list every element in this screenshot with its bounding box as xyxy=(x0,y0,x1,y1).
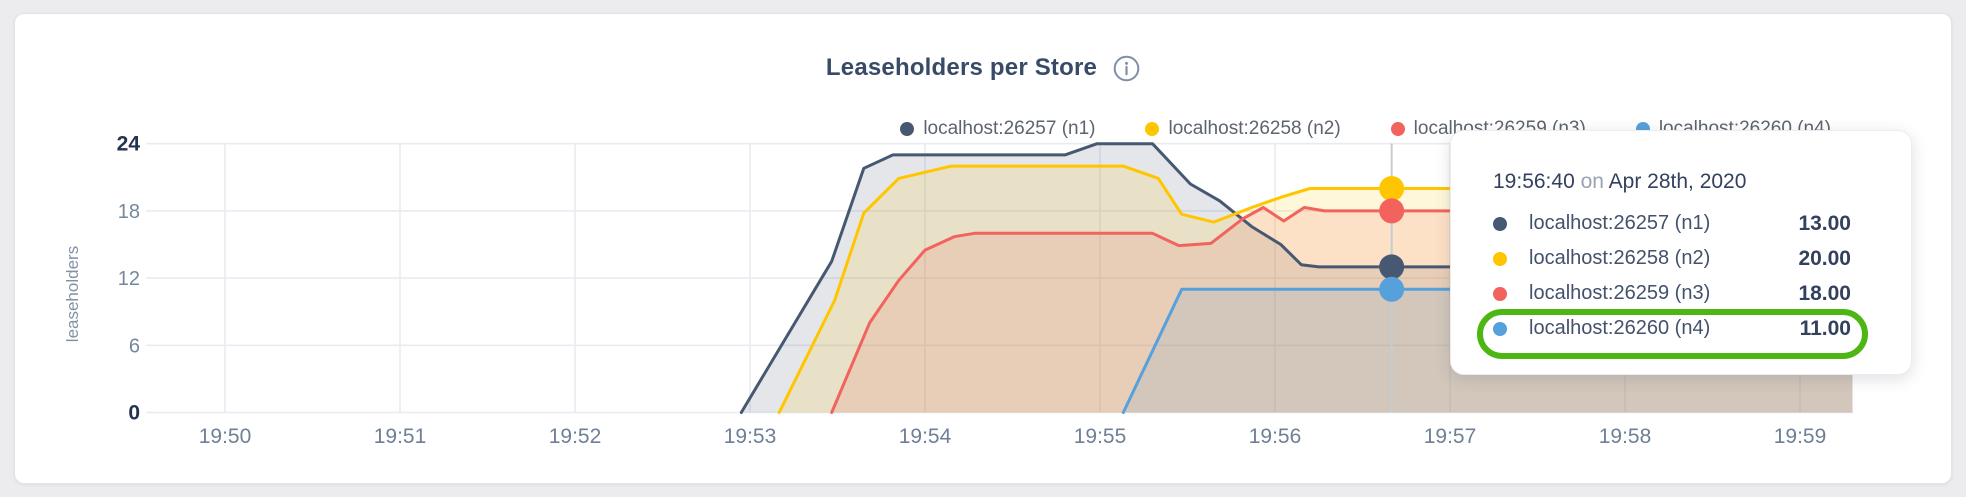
legend-item-n2: localhost:26258 (n2) xyxy=(1145,118,1341,140)
legend-label: localhost:26257 (n1) xyxy=(923,118,1096,139)
series-dot-n3 xyxy=(1390,122,1405,136)
y-axis-label: leaseholders xyxy=(63,245,82,343)
tooltip-series-value: 20.00 xyxy=(1798,246,1851,270)
tooltip-series-value: 11.00 xyxy=(1799,316,1851,340)
series-dot-n2 xyxy=(1145,122,1160,136)
legend-item-n1: localhost:26257 (n1) xyxy=(900,118,1095,140)
tooltip-rows: localhost:26257 (n1) 13.00 localhost:262… xyxy=(1451,206,1911,346)
tooltip-row-n4: localhost:26260 (n4) 11.00 xyxy=(1451,311,1911,346)
tooltip-series-label: localhost:26259 (n3) xyxy=(1529,282,1711,304)
hover-tooltip: 19:56:40 on Apr 28th, 2020 localhost:262… xyxy=(1450,130,1912,375)
series-dot-n1 xyxy=(1493,216,1507,231)
tooltip-row-n2: localhost:26258 (n2) 20.00 xyxy=(1451,241,1911,276)
tooltip-on-word: on xyxy=(1580,170,1604,193)
tooltip-timestamp: 19:56:40 on Apr 28th, 2020 xyxy=(1493,170,1746,194)
chart-header: Leaseholders per Store xyxy=(15,54,1951,82)
tooltip-series-label: localhost:26257 (n1) xyxy=(1529,212,1711,234)
series-dot-n4 xyxy=(1493,321,1507,336)
tooltip-row-n3: localhost:26259 (n3) 18.00 xyxy=(1451,276,1911,311)
tooltip-series-value: 18.00 xyxy=(1798,281,1851,305)
tooltip-date: Apr 28th, 2020 xyxy=(1608,170,1747,193)
tooltip-series-label: localhost:26260 (n4) xyxy=(1529,317,1711,339)
tooltip-series-label: localhost:26258 (n2) xyxy=(1529,247,1711,269)
info-icon[interactable] xyxy=(1113,55,1140,82)
series-dot-n1 xyxy=(900,122,915,136)
series-dot-n2 xyxy=(1493,251,1507,266)
chart-title: Leaseholders per Store xyxy=(825,54,1098,81)
tooltip-series-value: 13.00 xyxy=(1798,211,1851,235)
series-dot-n3 xyxy=(1493,286,1507,301)
tooltip-time: 19:56:40 xyxy=(1493,170,1575,193)
legend-label: localhost:26258 (n2) xyxy=(1168,118,1341,139)
tooltip-row-n1: localhost:26257 (n1) 13.00 xyxy=(1451,206,1911,241)
